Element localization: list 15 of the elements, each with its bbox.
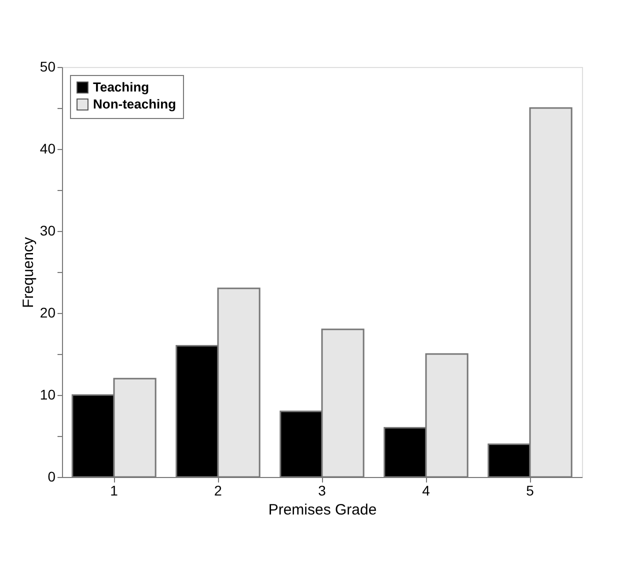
y-tick-label: 50 <box>40 58 56 74</box>
legend-label: Non-teaching <box>93 96 176 112</box>
x-tick-label: 3 <box>318 482 326 498</box>
x-tick-label: 5 <box>526 482 534 498</box>
y-tick-label: 10 <box>40 386 56 402</box>
x-tick-label: 2 <box>214 482 222 498</box>
x-tick-label: 1 <box>110 482 118 498</box>
y-tick-label: 30 <box>40 222 56 238</box>
legend-label: Teaching <box>93 80 150 94</box>
y-tick-label: 40 <box>40 140 56 156</box>
x-tick-label: 4 <box>422 482 430 498</box>
x-axis-title: Premises Grade <box>268 502 377 518</box>
y-axis-title: Frequency <box>20 236 37 308</box>
y-tick-label: 20 <box>40 304 56 320</box>
y-tick-label: 0 <box>48 468 56 484</box>
